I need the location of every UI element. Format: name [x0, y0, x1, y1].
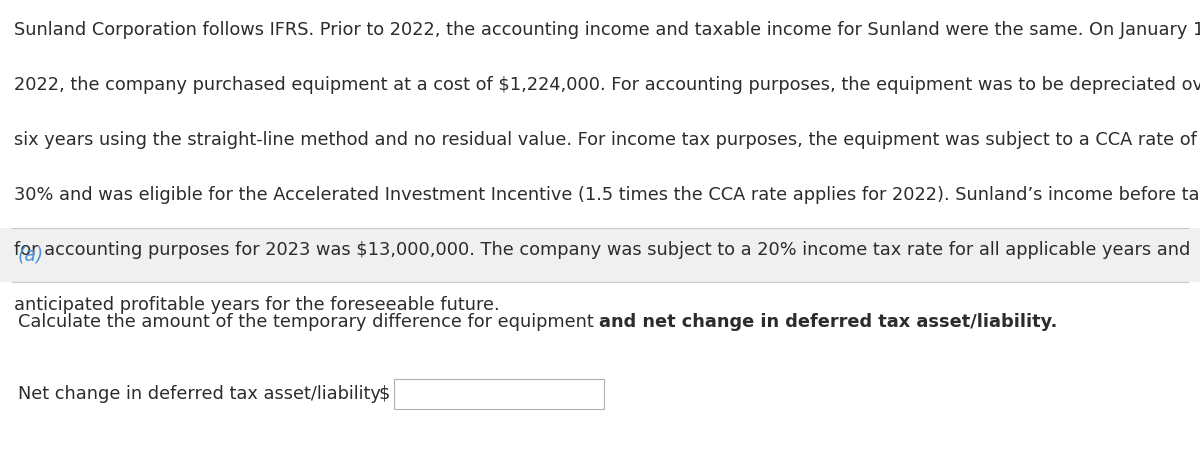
Text: $: $ — [378, 385, 389, 403]
FancyBboxPatch shape — [394, 379, 604, 409]
Bar — [0, 228, 1200, 282]
Text: Net change in deferred tax asset/liability: Net change in deferred tax asset/liabili… — [18, 385, 380, 403]
Text: for accounting purposes for 2023 was $13,000,000. The company was subject to a 2: for accounting purposes for 2023 was $13… — [14, 241, 1190, 259]
Text: and net change in deferred tax asset/liability.: and net change in deferred tax asset/lia… — [599, 313, 1057, 330]
Bar — [0, 0, 1200, 228]
Text: anticipated profitable years for the foreseeable future.: anticipated profitable years for the for… — [14, 296, 500, 314]
Text: Calculate the amount of the temporary difference for equipment: Calculate the amount of the temporary di… — [18, 313, 599, 330]
Text: 2022, the company purchased equipment at a cost of $1,224,000. For accounting pu: 2022, the company purchased equipment at… — [14, 76, 1200, 94]
Text: 30% and was eligible for the Accelerated Investment Incentive (1.5 times the CCA: 30% and was eligible for the Accelerated… — [14, 186, 1200, 204]
Text: Sunland Corporation follows IFRS. Prior to 2022, the accounting income and taxab: Sunland Corporation follows IFRS. Prior … — [14, 21, 1200, 39]
Text: (a): (a) — [18, 246, 44, 265]
Text: six years using the straight-line method and no residual value. For income tax p: six years using the straight-line method… — [14, 131, 1198, 149]
Bar — [0, 282, 1200, 466]
